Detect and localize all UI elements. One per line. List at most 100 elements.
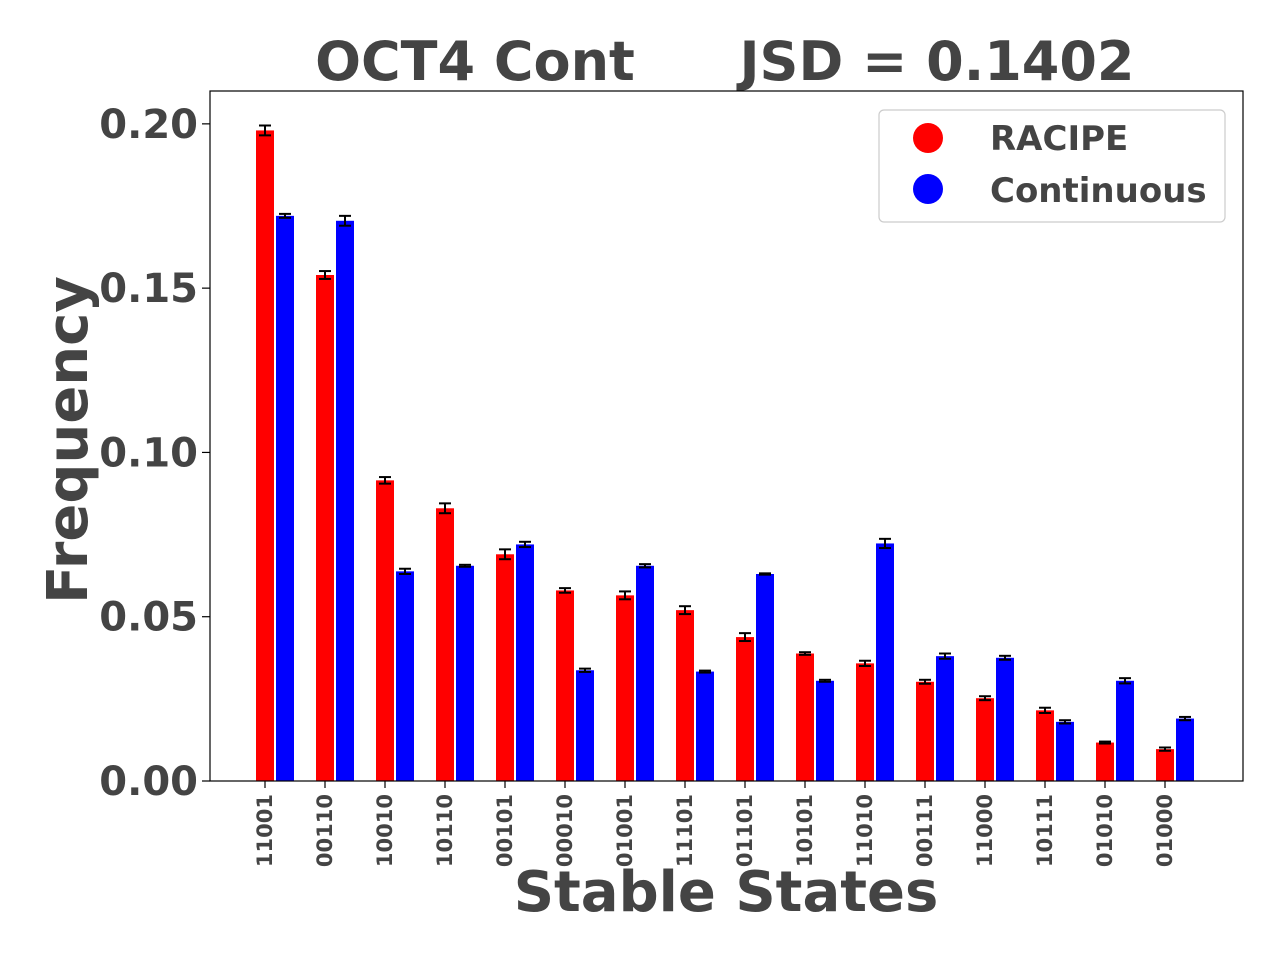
bar-racipe-01101 [736, 637, 754, 781]
legend-label-racipe: RACIPE [990, 119, 1128, 159]
bar-continuous-01101 [756, 574, 774, 781]
error-bar [579, 667, 591, 673]
error-bar [799, 651, 811, 656]
bar-continuous-01010 [1116, 680, 1134, 781]
bar-continuous-00110 [336, 220, 354, 782]
x-tick-label: 00101 [493, 794, 517, 867]
bar-racipe-00010 [556, 590, 574, 781]
y-tick-label: 0.10 [99, 430, 198, 476]
error-bar [379, 476, 391, 485]
error-bar [499, 548, 511, 561]
error-bar [1039, 706, 1051, 714]
error-bar [979, 695, 991, 702]
error-bar [739, 632, 751, 643]
x-tick-label: 11101 [673, 794, 697, 867]
bar-racipe-11001 [256, 130, 274, 781]
bar-racipe-10010 [376, 480, 394, 781]
error-bar [439, 502, 451, 515]
error-bar [879, 537, 891, 550]
error-bar [699, 669, 711, 674]
x-tick-label: 10010 [373, 794, 397, 867]
error-bar [519, 540, 531, 549]
bar-continuous-11010 [876, 543, 894, 781]
bar-continuous-01001 [636, 565, 654, 781]
bar-racipe-01001 [616, 595, 634, 781]
error-bar [619, 590, 631, 601]
error-bar [339, 214, 351, 227]
x-tick-label: 11000 [973, 794, 997, 867]
x-tick-label: 00111 [913, 794, 937, 867]
error-bar [759, 572, 771, 576]
bar-continuous-10110 [456, 565, 474, 781]
x-tick-label: 10110 [433, 794, 457, 867]
x-tick-label: 01010 [1093, 794, 1117, 867]
error-bar [1119, 677, 1131, 685]
bar-continuous-01000 [1176, 718, 1194, 781]
error-bar [939, 652, 951, 660]
error-bar [279, 212, 291, 219]
x-tick-label: 11001 [253, 794, 277, 867]
x-tick-label: 10101 [793, 794, 817, 867]
bar-continuous-00010 [576, 670, 594, 781]
bar-continuous-11001 [276, 215, 294, 781]
chart-subtitle: JSD = 0.1402 [735, 30, 1134, 93]
x-tick-label: 11010 [853, 794, 877, 867]
x-axis-label: Stable States [514, 860, 939, 925]
error-bar [459, 563, 471, 568]
bar-continuous-11000 [996, 657, 1014, 781]
y-tick-label: 0.05 [99, 595, 198, 641]
bar-racipe-10110 [436, 508, 454, 781]
bar-racipe-00111 [916, 681, 934, 781]
error-bar [319, 270, 331, 280]
bar-racipe-10111 [1036, 710, 1054, 781]
error-bar [639, 563, 651, 569]
bar-racipe-11010 [856, 663, 874, 781]
bar-continuous-10111 [1056, 721, 1074, 781]
bar-continuous-00101 [516, 544, 534, 781]
bar-racipe-11000 [976, 698, 994, 781]
x-tick-label: 01101 [733, 794, 757, 867]
y-tick-label: 0.00 [99, 759, 198, 805]
x-tick-label: 10111 [1033, 794, 1057, 867]
error-bar [1059, 719, 1071, 725]
y-axis: 0.00 0.05 0.10 0.15 0.20 [99, 102, 210, 805]
error-bar [259, 124, 271, 137]
bar-continuous-10010 [396, 571, 414, 781]
y-tick-label: 0.20 [99, 102, 198, 148]
error-bar [399, 567, 411, 575]
bar-racipe-01010 [1096, 742, 1114, 781]
legend-frame [878, 109, 1226, 223]
bar-continuous-00111 [936, 656, 954, 781]
bar-continuous-10101 [816, 680, 834, 781]
legend-marker-continuous [913, 174, 943, 204]
error-bar [1179, 715, 1191, 722]
legend-label-continuous: Continuous [990, 171, 1207, 211]
error-bar [859, 659, 871, 667]
error-bar [1099, 740, 1111, 745]
bar-continuous-11101 [696, 671, 714, 781]
x-tick-label: 00010 [553, 794, 577, 867]
error-bar [679, 605, 691, 616]
x-tick-label: 00110 [313, 794, 337, 867]
bar-racipe-01000 [1156, 749, 1174, 781]
y-tick-label: 0.15 [99, 266, 198, 312]
y-axis-label: Frequency [36, 276, 101, 604]
bar-racipe-00110 [316, 275, 334, 781]
x-tick-label: 01001 [613, 794, 637, 867]
plot-area [256, 124, 1194, 782]
legend-marker-racipe [913, 123, 943, 153]
error-bar [819, 678, 831, 683]
error-bar [559, 587, 571, 594]
axes-frame [209, 90, 1244, 782]
chart-title: OCT4 Cont [315, 30, 635, 93]
x-axis: 11001 00110 10010 10110 00101 00010 01001 11101… [253, 781, 1177, 867]
error-bar [999, 654, 1011, 661]
bar-racipe-00101 [496, 554, 514, 781]
x-tick-label: 01000 [1153, 794, 1177, 867]
error-bar [919, 678, 931, 685]
bar-racipe-10101 [796, 653, 814, 781]
legend: RACIPE Continuous [878, 109, 1226, 223]
bar-racipe-11101 [676, 610, 694, 781]
error-bar [1159, 746, 1171, 752]
